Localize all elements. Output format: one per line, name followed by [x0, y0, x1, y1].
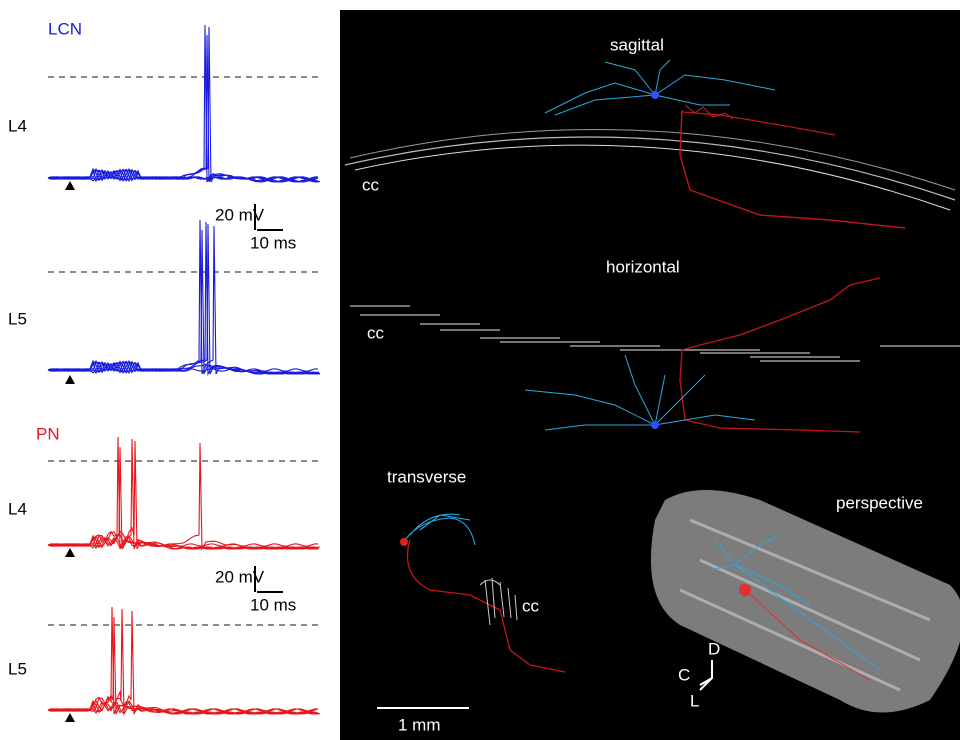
stimulus-marker: [65, 181, 75, 190]
scale-time: 10 ms: [250, 595, 296, 614]
view-title: transverse: [387, 467, 466, 486]
axis-label: C: [678, 665, 690, 684]
horizontal-view: [350, 277, 960, 433]
voltage-trace: [47, 535, 318, 550]
traces: [47, 436, 321, 552]
traces: [47, 24, 321, 183]
soma: [651, 91, 659, 99]
soma: [651, 421, 659, 429]
dendrites: [544, 59, 776, 116]
axon: [684, 104, 734, 120]
scale-time: 10 ms: [250, 233, 296, 252]
scale-voltage: 20 mV: [215, 567, 265, 586]
stimulus-marker: [65, 713, 75, 722]
traces: [47, 219, 321, 377]
volume: [650, 490, 960, 713]
axon: [679, 109, 906, 229]
voltage-trace: [47, 360, 318, 375]
layer-label: L4: [8, 499, 27, 518]
group-label: PN: [36, 424, 60, 443]
voltage-trace: [47, 446, 319, 550]
soma: [739, 584, 751, 596]
sagittal-view: [344, 59, 956, 229]
axon: [681, 111, 836, 136]
scale-label: 1 mm: [398, 715, 441, 734]
dendrites: [404, 513, 476, 546]
tract-label: cc: [367, 323, 385, 342]
dendrites: [709, 534, 881, 671]
cc-outline: [344, 136, 956, 201]
axon: [406, 539, 566, 673]
stimulus-marker: [65, 375, 75, 384]
view-title: perspective: [836, 493, 923, 512]
voltage-trace: [47, 229, 320, 375]
stimulus-marker: [65, 548, 75, 557]
group-label: LCN: [48, 19, 82, 38]
dendrites: [524, 354, 756, 431]
axis-label: D: [708, 639, 720, 658]
transverse-view: [400, 513, 566, 673]
volume-ridges: [679, 518, 931, 692]
voltage-trace: [47, 168, 318, 183]
cc-segments: [350, 305, 960, 362]
voltage-trace: [47, 34, 319, 183]
cc-outline: [349, 129, 956, 191]
axis-label: L: [690, 691, 699, 710]
axes-indicator: [699, 660, 713, 691]
axon: [739, 584, 871, 681]
soma: [400, 538, 408, 546]
layer-label: L4: [8, 116, 27, 135]
cc-outline: [479, 577, 518, 626]
axes-lines: [699, 660, 713, 691]
traces: [47, 606, 321, 717]
voltage-trace: [47, 610, 319, 715]
voltage-trace: [47, 440, 319, 550]
tract-label: cc: [522, 596, 540, 615]
perspective-view: [650, 490, 960, 713]
scale-voltage: 20 mV: [215, 205, 265, 224]
view-title: sagittal: [610, 35, 664, 54]
layer-label: L5: [8, 659, 27, 678]
layer-label: L5: [8, 309, 27, 328]
tract-label: cc: [362, 175, 380, 194]
voltage-trace: [47, 616, 319, 715]
view-title: horizontal: [606, 257, 680, 276]
voltage-trace: [47, 700, 318, 715]
axon: [679, 277, 881, 433]
cc-outline: [354, 144, 951, 211]
